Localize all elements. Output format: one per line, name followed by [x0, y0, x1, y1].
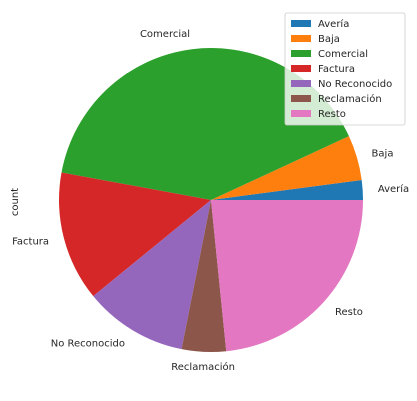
legend-swatch-factura — [291, 65, 311, 72]
pie-slice-reclamación — [181, 200, 227, 352]
slice-label-no-reconocido: No Reconocido — [51, 338, 125, 349]
slice-label-reclamación: Reclamación — [171, 361, 235, 373]
legend-frame — [284, 12, 406, 126]
legend-swatch-resto — [291, 110, 311, 117]
legend: Avería Baja Comercial Factura No Reconocido R… — [284, 12, 406, 126]
legend-swatch-no-reconocido — [291, 80, 311, 87]
slice-label-factura: Factura — [12, 237, 49, 248]
y-axis-label: count — [10, 188, 21, 216]
legend-label-comercial: Comercial — [318, 49, 368, 60]
pie-slice-resto — [211, 200, 363, 352]
pie-slice-comercial — [61, 48, 349, 201]
slice-label-avería: Avería — [378, 183, 409, 195]
legend-swatch-baja — [291, 35, 311, 42]
legend-label-baja: Baja — [318, 34, 340, 45]
slice-labels: Avería Baja Comercial Factura No Reconocido R… — [12, 29, 409, 373]
slice-label-comercial: Comercial — [140, 29, 190, 40]
legend-label-reclamación: Reclamación — [318, 93, 382, 105]
legend-label-avería: Avería — [318, 18, 349, 30]
pie-slice-avería — [211, 180, 363, 200]
slice-label-baja: Baja — [372, 148, 394, 159]
pie-slice-baja — [211, 136, 362, 200]
legend-swatch-comercial — [291, 50, 311, 57]
legend-swatch-avería — [291, 20, 311, 27]
slice-label-resto: Resto — [335, 307, 363, 318]
pie-slice-factura — [59, 172, 211, 297]
legend-label-resto: Resto — [318, 109, 346, 120]
legend-label-factura: Factura — [318, 64, 355, 75]
pie-slice-no-reconocido — [93, 200, 211, 350]
legend-label-no-reconocido: No Reconocido — [318, 79, 392, 90]
legend-swatch-reclamación — [291, 95, 311, 102]
pie-slices — [59, 48, 363, 352]
